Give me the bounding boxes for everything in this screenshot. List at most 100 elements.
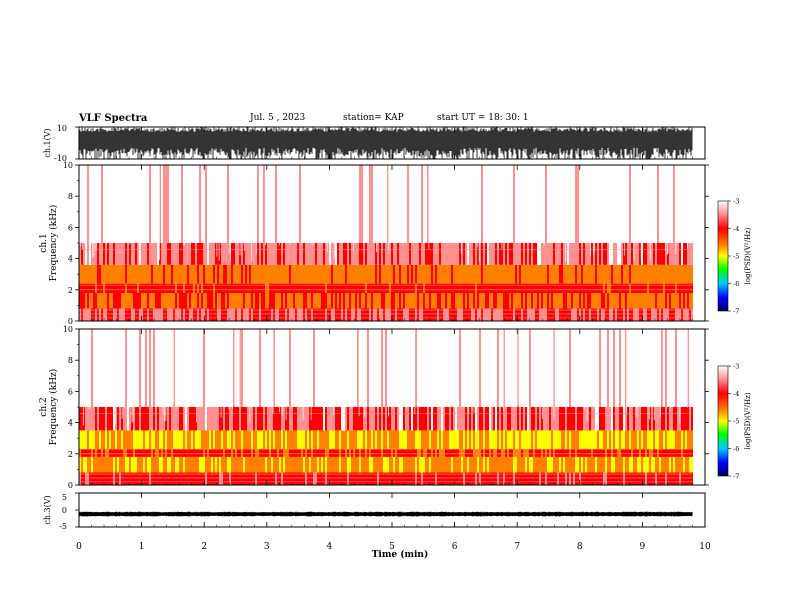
spectrogram-cell (599, 165, 601, 243)
spectrogram-cell (169, 329, 171, 407)
spectrogram-cell (259, 264, 261, 284)
spectrogram-cell (329, 243, 331, 265)
spectrogram-cell (635, 329, 637, 407)
spectrogram-cell (477, 329, 479, 407)
spectrogram-cell (321, 264, 323, 284)
spectrogram-cell (497, 449, 499, 457)
spectrogram-cell (449, 456, 451, 473)
spectrogram-cell (645, 407, 647, 431)
spectrogram-cell (679, 472, 681, 485)
spectrogram-cell (273, 449, 275, 457)
spectrogram-cell (387, 407, 389, 431)
spectrogram-cell (401, 243, 403, 265)
spectrogram-cell (325, 449, 327, 457)
spectrogram-cell (387, 430, 389, 450)
spectrogram-cell (607, 308, 609, 321)
spectrogram-cell (199, 472, 201, 485)
spectrogram-cell (531, 472, 533, 485)
spectrogram-cell (569, 449, 571, 457)
spectrogram-cell (97, 308, 99, 321)
spectrogram-cell (291, 449, 293, 457)
spectrogram-cell (513, 165, 515, 243)
spectrogram-cell (239, 283, 241, 293)
spectrogram-cell (493, 165, 495, 243)
ch1-ytick-bottom: -10 (54, 154, 67, 163)
spectrogram-cell (135, 472, 137, 485)
spectrogram-cell (257, 456, 259, 473)
spectrogram-cell (605, 292, 607, 309)
spectrogram-cell (671, 329, 673, 407)
spectrogram-cell (559, 308, 561, 321)
spectrogram-cell (359, 264, 361, 284)
spectrogram-cell (261, 243, 263, 265)
spectrogram-cell (363, 449, 365, 457)
spectrogram-cell (201, 308, 203, 321)
spectrogram-cell (453, 283, 455, 293)
spectrogram-cell (311, 292, 313, 309)
spectrogram-cell (415, 430, 417, 450)
spectrogram-cell (305, 308, 307, 321)
spectrogram-cell (683, 449, 685, 457)
spectrogram-cell (349, 308, 351, 321)
spectrogram-cell (133, 264, 135, 284)
spectrogram-cell (393, 243, 395, 265)
spectrogram-cell (553, 407, 555, 431)
spectrogram-cell (605, 165, 607, 243)
spectrogram-cell (273, 456, 275, 473)
spectrogram-cell (495, 292, 497, 309)
spectrogram-cell (575, 430, 577, 450)
spectrogram-cell (251, 472, 253, 485)
spectrogram-cell (587, 243, 589, 265)
spectrogram-cell (539, 407, 541, 431)
spectrogram-cell (413, 165, 415, 243)
spectrogram-cell (197, 165, 199, 243)
spectrogram-cell (79, 407, 81, 431)
spectrogram-cell (499, 472, 501, 485)
spectrogram-cell (677, 292, 679, 309)
spectrogram-cell (81, 407, 83, 431)
spectrogram-cell (435, 329, 437, 407)
spectrogram-cell (439, 283, 441, 293)
spectrogram-cell (393, 407, 395, 431)
spectrogram-cell (177, 292, 179, 309)
spectrogram-cell (219, 283, 221, 293)
spectrogram-cell (659, 243, 661, 265)
spectrogram-cell (581, 243, 583, 265)
spectrogram-cell (599, 456, 601, 473)
spectrogram-cell (575, 243, 577, 265)
spectrogram-cell (353, 308, 355, 321)
spectrogram-cell (271, 407, 273, 431)
spectrogram-cell (327, 283, 329, 293)
spectrogram-cell (505, 449, 507, 457)
spectrogram-cell (301, 329, 303, 407)
spectrogram-cell (669, 472, 671, 485)
spectrogram-cell (567, 283, 569, 293)
spectrogram-cell (89, 407, 91, 431)
spectrogram-cell (281, 449, 283, 457)
spectrogram-cell (475, 407, 477, 431)
spectrogram-cell (203, 243, 205, 265)
spectrogram-cell (541, 165, 543, 243)
spectrogram-cell (429, 456, 431, 473)
spectrogram-cell (261, 283, 263, 293)
spectrogram-cell (477, 456, 479, 473)
spectrogram-cell (481, 329, 483, 407)
spectrogram-cell (243, 308, 245, 321)
spectrogram-cell (613, 456, 615, 473)
spectrogram-cell (505, 430, 507, 450)
spectrogram-cell (563, 430, 565, 450)
spectrogram-cell (689, 456, 691, 473)
spectrogram-cell (379, 430, 381, 450)
spectrogram-cell (427, 329, 429, 407)
spectrogram-cell (199, 308, 201, 321)
spectrogram-cell (115, 472, 117, 485)
spectrogram-cell (129, 283, 131, 293)
spectrogram-cell (179, 264, 181, 284)
spectrogram-cell (541, 449, 543, 457)
spectrogram-cell (297, 430, 299, 450)
spectrogram-cell (603, 308, 605, 321)
spectrogram-cell (93, 329, 95, 407)
spectrogram-cell (143, 264, 145, 284)
spectrogram-cell (131, 456, 133, 473)
spectrogram-cell (105, 449, 107, 457)
